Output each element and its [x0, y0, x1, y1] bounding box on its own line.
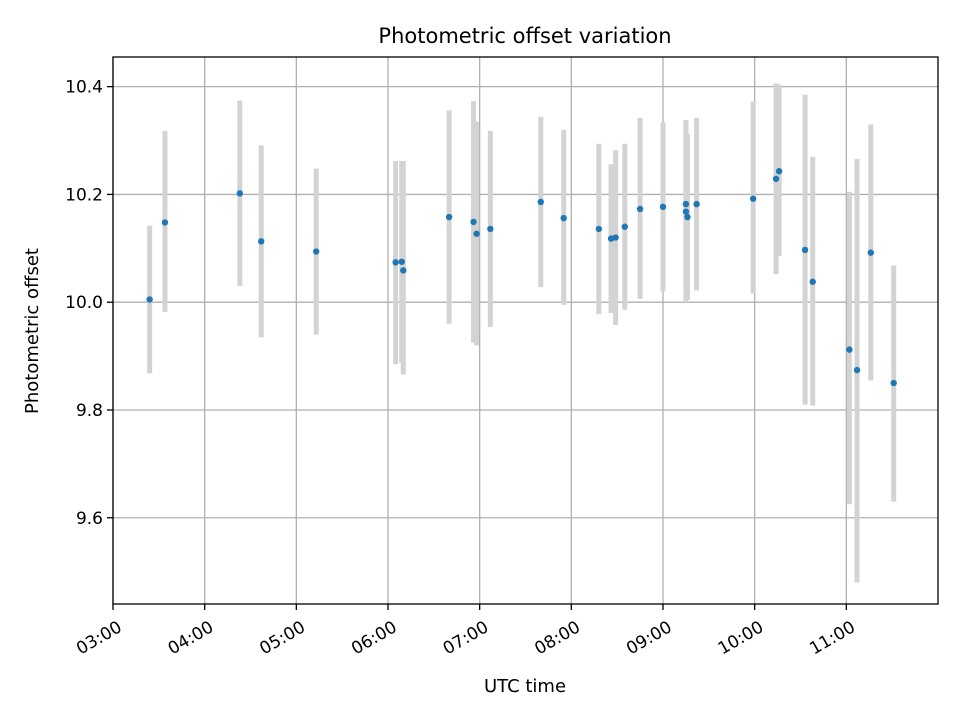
y-tick-label: 10.2 — [65, 185, 103, 205]
data-point — [682, 208, 690, 215]
data-point — [682, 200, 690, 208]
data-point — [161, 219, 169, 226]
data-point — [636, 205, 644, 213]
data-point — [772, 175, 780, 182]
x-tick-label: 06:00 — [348, 617, 400, 659]
data-point — [392, 259, 399, 266]
x-tick-label: 04:00 — [165, 617, 217, 659]
data-point — [595, 225, 603, 233]
y-axis-label: Photometric offset — [22, 248, 43, 414]
data-point — [684, 213, 691, 221]
data-point — [312, 248, 320, 255]
data-point — [809, 278, 816, 285]
data-points — [146, 168, 897, 387]
data-point — [146, 296, 153, 303]
x-axis-label: UTC time — [484, 676, 566, 697]
data-point — [612, 234, 619, 241]
data-point — [846, 346, 853, 353]
data-point — [890, 379, 897, 387]
y-axis: 9.6 9.8 10.0 10.2 10.4 — [65, 78, 113, 529]
plot-frame — [112, 56, 939, 605]
data-point — [867, 249, 874, 256]
data-point — [257, 238, 265, 245]
data-point — [537, 198, 544, 206]
x-tick-label: 08:00 — [531, 617, 583, 659]
y-tick-label: 10.0 — [65, 293, 103, 313]
y-tick-label: 9.8 — [76, 401, 103, 421]
x-tick-label: 03:00 — [73, 617, 125, 659]
chart-title: Photometric offset variation — [378, 24, 671, 48]
x-tick-label: 05:00 — [256, 617, 308, 659]
data-point — [621, 223, 629, 230]
y-tick-label: 10.4 — [65, 78, 103, 98]
x-tick-label: 09:00 — [623, 617, 675, 659]
x-tick-label: 07:00 — [440, 617, 492, 659]
data-point — [853, 366, 861, 374]
data-point — [470, 218, 477, 226]
x-tick-label: 11:00 — [806, 617, 858, 659]
data-point — [400, 267, 407, 274]
grid — [112, 57, 938, 604]
data-point — [775, 168, 783, 175]
data-point — [445, 213, 453, 221]
error-bars — [147, 83, 897, 583]
data-point — [659, 203, 667, 211]
data-point — [801, 246, 809, 254]
data-point — [473, 230, 480, 237]
data-point — [749, 195, 757, 202]
x-axis: 03:00 04:00 05:00 06:00 07:00 08:00 09:00 10:00… — [73, 604, 859, 659]
data-point — [693, 200, 700, 208]
data-point — [398, 258, 405, 265]
data-point — [236, 190, 244, 197]
data-point — [487, 225, 494, 233]
x-tick-label: 10:00 — [715, 617, 767, 659]
data-point — [560, 214, 567, 222]
y-tick-label: 9.6 — [76, 509, 103, 529]
